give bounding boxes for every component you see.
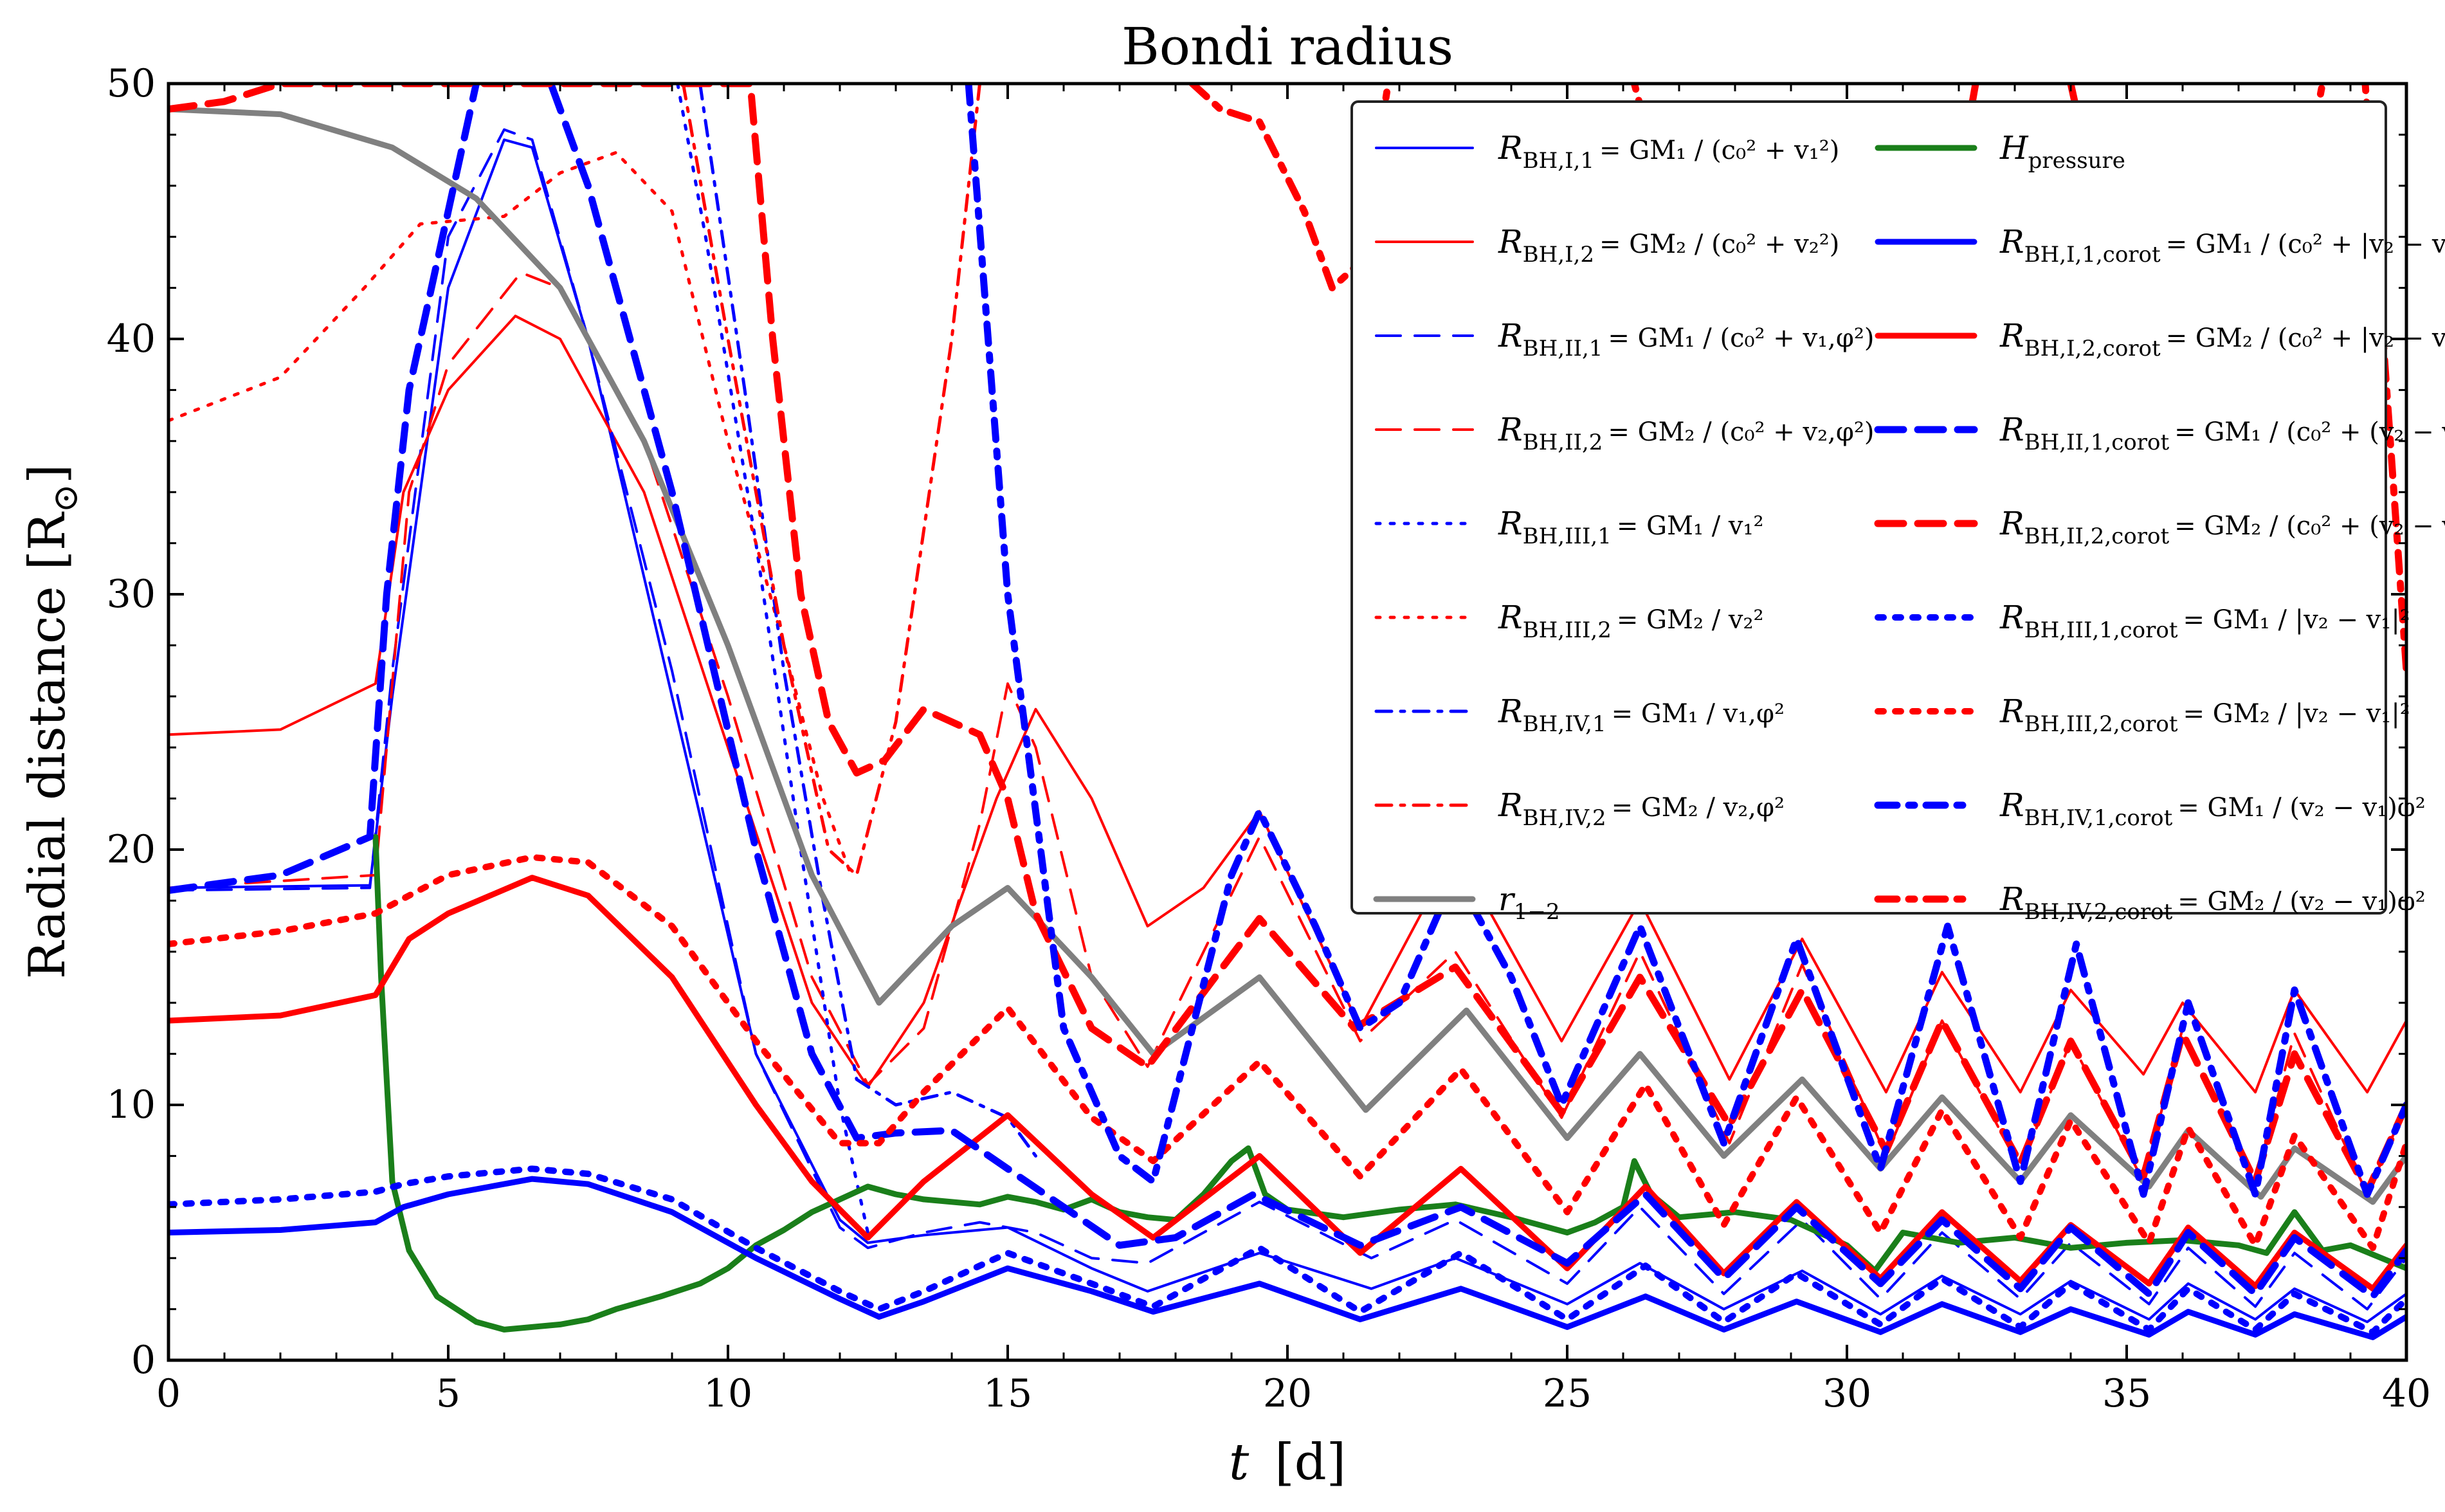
y-tick-label: 40 <box>107 316 156 361</box>
series-line-16 <box>168 853 2406 1252</box>
x-tick-label: 15 <box>983 1371 1032 1416</box>
series-line-8 <box>681 84 981 877</box>
legend-label-17: RBH,IV,1,corot = GM₁ / (v₂ − v₁)φ² <box>1999 787 2426 831</box>
series-line-11 <box>168 1176 2406 1340</box>
series-line-3 <box>168 128 2406 1311</box>
chart-title: Bondi radius <box>1122 17 1453 77</box>
x-tick-label: 5 <box>436 1371 460 1416</box>
legend-box <box>1350 100 2387 915</box>
legend-label-15: RBH,III,1,corot = GM₁ / |v₂ − v₁|² <box>1999 599 2410 643</box>
legend-label-10: Hpressure <box>1999 129 2125 174</box>
legend-label-5: RBH,III,1 = GM₁ / v₁² <box>1498 505 1764 549</box>
y-tick-label: 20 <box>107 827 156 872</box>
legend-label-3: RBH,II,1 = GM₁ / (c₀² + v₁,φ²) <box>1498 317 1875 361</box>
legend-label-4: RBH,II,2 = GM₂ / (c₀² + v₂,φ²) <box>1498 411 1875 455</box>
x-tick-label: 35 <box>2102 1371 2151 1416</box>
y-tick-label: 30 <box>107 572 156 617</box>
legend-label-11: RBH,I,1,corot= GM₁ / (c₀² + |v₂ − v₁|²) <box>1999 223 2445 268</box>
legend-label-1: RBH,I,1 = GM₁ / (c₀² + v₁²) <box>1498 129 1839 174</box>
y-tick-label: 50 <box>107 61 156 106</box>
x-axis-title: t [d] <box>1229 1434 1346 1491</box>
x-tick-label: 30 <box>1822 1371 1871 1416</box>
y-tick-label: 10 <box>107 1082 156 1127</box>
series-line-9 <box>168 106 2406 1205</box>
legend-label-6: RBH,III,2 = GM₂ / v₂² <box>1498 599 1764 643</box>
legend-label-7: RBH,IV,1 = GM₁ / v₁,φ² <box>1498 693 1785 737</box>
series-line-7 <box>698 84 1037 1158</box>
series-line-1 <box>168 138 2406 1324</box>
legend-label-12: RBH,I,2,corot= GM₂ / (c₀² + |v₂ − v₁|²) <box>1999 317 2445 361</box>
x-tick-label: 40 <box>2382 1371 2431 1416</box>
x-tick-label: 0 <box>156 1371 181 1416</box>
x-tick-label: 20 <box>1263 1371 1312 1416</box>
legend-label-8: RBH,IV,2 = GM₂ / v₂,φ² <box>1498 787 1785 831</box>
series-line-5 <box>676 84 869 1234</box>
y-axis-title: Radial distance [R⊙] <box>19 464 86 979</box>
x-tick-label: 10 <box>704 1371 752 1416</box>
legend-label-9: r1−2 <box>1498 880 1560 925</box>
legend-label-16: RBH,III,2,corot = GM₂ / |v₂ − v₁|² <box>1999 693 2410 737</box>
legend-label-18: RBH,IV,2,corot = GM₂ / (v₂ − v₁)φ² <box>1999 880 2426 925</box>
x-tick-label: 25 <box>1543 1371 1592 1416</box>
series-line-6 <box>168 150 853 877</box>
series-line-12 <box>168 875 2406 1292</box>
legend-label-14: RBH,II,2,corot= GM₂ / (c₀² + (v₂ − v₁)φ²… <box>1999 505 2445 549</box>
legend-label-13: RBH,II,1,corot= GM₁ / (c₀² + (v₂ − v₁)φ²… <box>1999 411 2445 455</box>
legend-label-2: RBH,I,2 = GM₂ / (c₀² + v₂²) <box>1498 223 1839 268</box>
series-line-13 <box>168 84 2406 1300</box>
ticks-layer: 0 5 10 15 20 25 30 35 40 0 10 20 30 40 50 <box>107 61 2431 1416</box>
y-tick-label: 0 <box>131 1338 156 1383</box>
series-line-2 <box>168 314 2406 1094</box>
series-line-15 <box>168 1165 2406 1336</box>
legend: RBH,I,1 = GM₁ / (c₀² + v₁²) RBH,I,2 = GM₂ /… <box>1350 100 2445 925</box>
